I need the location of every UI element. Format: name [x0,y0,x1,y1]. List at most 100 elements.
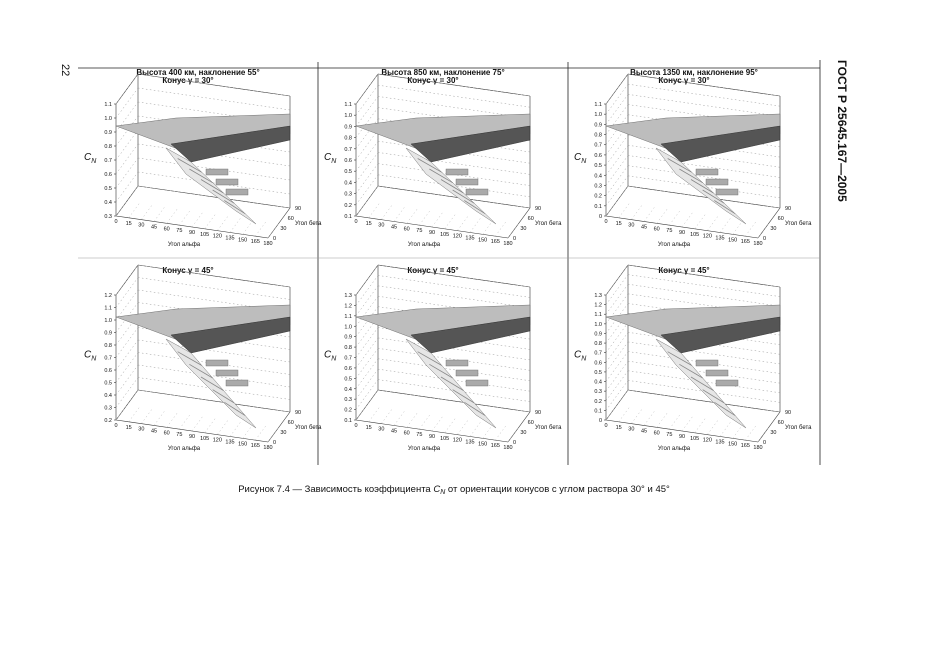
x-tick-label: 120 [453,234,462,240]
x-tick-label: 135 [225,236,234,242]
z-tick-label: 1.0 [344,113,352,119]
grid-line [267,222,280,239]
box-edge [115,73,139,105]
z-tick-label: 0.5 [594,163,602,169]
y-tick-label: 90 [535,410,541,416]
grid-line [166,412,178,428]
column-header: Высота 850 км, наклонение 75° [381,68,504,77]
grid-line [444,213,456,229]
z-tick-label: 0 [599,418,602,424]
z-tick-label: 0.1 [344,214,352,220]
surface-mesh [224,401,246,416]
z-label-sub: N [581,356,587,363]
z-axis-label: CN [574,152,587,165]
x-tick-label: 165 [251,443,260,449]
grid-line [482,219,494,235]
x-tick-label: 180 [753,445,762,451]
surface-mesh [690,376,714,391]
grid-line [153,206,166,222]
column-header: Высота 400 км, наклонение 55° [136,68,259,77]
surface-sheet [115,113,291,153]
panel-title: Конус γ = 45° [162,266,213,275]
x-tick-label: 60 [654,226,660,232]
grid-line [229,217,242,233]
frame [78,60,821,465]
grid-line [377,185,531,209]
caption-text: от ориентации конусов с углом раствора 3… [445,484,670,495]
z-label-main: C [84,350,92,361]
z-tick-label: 0.4 [594,173,602,179]
z-tick-label: 0 [599,214,602,220]
z-tick-label: 0.9 [594,331,602,337]
grid-line [627,73,781,97]
x-axis-label: Угол альфа [658,446,691,452]
grid-line [656,412,668,428]
z-tick-label: 0.5 [344,169,352,175]
z-tick-label: 0.1 [344,418,352,424]
x-tick-label: 105 [690,232,699,238]
surface-sheet [605,113,781,153]
z-tick-label: 0.6 [344,158,352,164]
z-tick-label: 1.0 [594,322,602,328]
grid-line [627,155,781,178]
y-tick-label: 90 [785,410,791,416]
surface-sheet [605,304,781,344]
x-tick-label: 180 [263,241,272,247]
surface-plot: Конус γ = 45° 0.1 0.2 0.3 0.4 0.5 0.6 0.7 0.8 0.9… [324,264,562,452]
surface-mesh [679,363,703,379]
z-tick-label: 0.5 [594,370,602,376]
z-tick-label: 1.0 [104,318,112,324]
y-tick-label: 90 [295,410,301,416]
running-head: ГОСТ Р 25645.167—2005 [835,60,849,202]
grid-line [507,222,520,239]
surface-plot: Конус γ = 45° 0 0.1 0.2 0.3 0.4 0.5 0.6 0.7 0.8 0.… [574,264,812,452]
surface-drop [655,147,747,225]
grid-line [377,358,531,381]
surface-mesh [452,189,475,204]
grid-line [141,204,153,220]
z-tick-label: 0.6 [104,368,112,374]
grid-line [719,421,732,437]
x-tick-label: 15 [616,221,622,227]
grid-line [457,419,469,435]
grid-line [631,408,643,424]
grid-line [732,423,744,439]
x-tick-label: 0 [114,423,117,429]
z-tick-label: 0.8 [104,343,112,349]
surface-mesh [429,168,453,184]
x-tick-label: 165 [741,239,750,245]
box-edge [605,389,629,421]
y-axis-label: Угол бета [535,425,562,431]
column-header: Высота 1350 км, наклонение 95° [630,68,758,77]
grid-line [377,96,531,119]
surface-cell [215,178,239,186]
x-tick-label: 45 [641,225,647,231]
surface-mesh [440,376,464,391]
x-tick-label: 120 [703,234,712,240]
y-tick-label: 0 [513,236,516,242]
x-tick-label: 60 [164,226,170,232]
surface-band [170,316,291,354]
x-tick-label: 180 [503,445,512,451]
grid-line [719,217,732,233]
grid-line [217,215,229,231]
z-tick-label: 0.8 [344,345,352,351]
grid-line [355,404,368,421]
y-tick-label: 0 [763,440,766,446]
panel-title: Конус γ = 30° [407,76,458,85]
grid-line [618,202,630,218]
z-tick-label: 0.9 [104,130,112,136]
surface-mesh [224,200,246,215]
surface-drop [655,338,747,429]
grid-line [419,414,431,430]
z-label-main: C [574,152,582,163]
x-tick-label: 30 [138,427,144,433]
grid-line [419,210,431,226]
x-tick-label: 15 [366,221,372,227]
box-edge [355,73,379,105]
z-tick-label: 0.3 [344,192,352,198]
z-tick-label: 0.9 [594,122,602,128]
z-label-sub: N [91,356,97,363]
grid-line [757,426,770,443]
x-tick-label: 75 [416,228,422,234]
